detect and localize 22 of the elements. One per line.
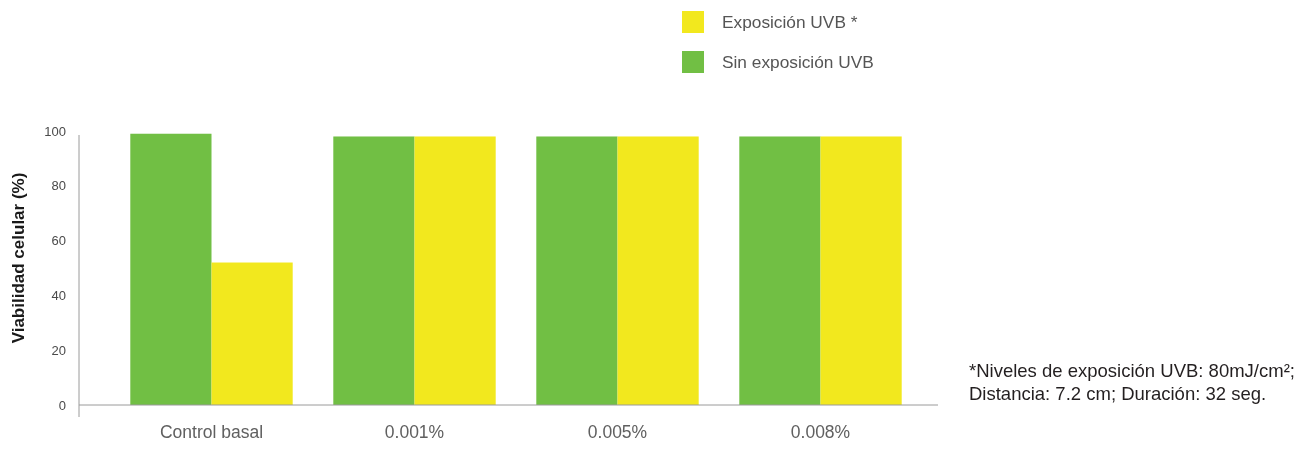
y-tick-label: 80: [51, 178, 66, 194]
bar: [333, 136, 415, 405]
y-axis-title: Viabilidad celular (%): [9, 172, 28, 344]
x-tick-label: 0.008%: [790, 422, 851, 442]
y-tick-label: 100: [44, 123, 66, 139]
text: *Niveles de exposición UVB: 80mJ/cm²; Distancia: 7.2 cm; Duración: 32 seg.: [969, 360, 1295, 404]
x-tick-label: Control basal: [159, 422, 264, 442]
bar: [536, 136, 618, 405]
bar: [617, 136, 699, 405]
legend-label: Sin exposición UVB: [722, 52, 874, 73]
bar: [820, 136, 902, 405]
bar: [414, 136, 496, 405]
x-tick-label: 0.005%: [587, 422, 648, 442]
x-tick-label: 0.001%: [384, 422, 445, 442]
y-tick-label: 0: [58, 397, 66, 413]
bar: [739, 136, 821, 405]
y-tick-label: 40: [51, 287, 66, 303]
y-tick-label: 20: [51, 342, 66, 358]
y-tick-label: 60: [51, 233, 66, 249]
bar: [211, 262, 293, 405]
legend-label: Exposición UVB *: [722, 12, 858, 33]
bar: [130, 133, 212, 405]
